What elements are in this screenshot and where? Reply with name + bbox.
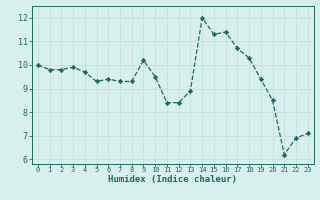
X-axis label: Humidex (Indice chaleur): Humidex (Indice chaleur) xyxy=(108,175,237,184)
